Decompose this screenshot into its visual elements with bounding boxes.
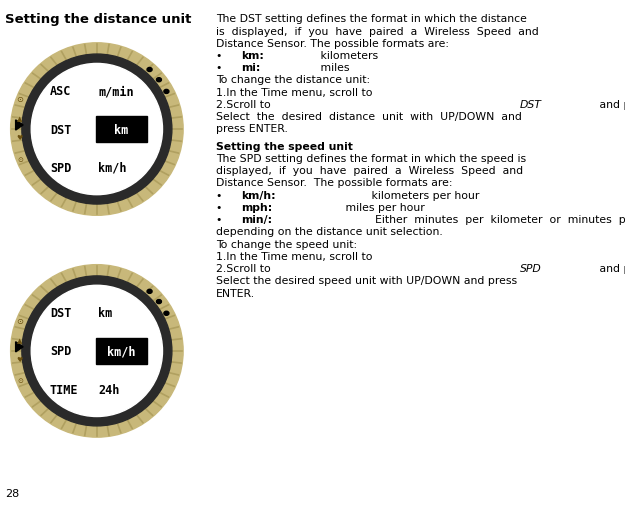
Polygon shape bbox=[16, 121, 23, 131]
Circle shape bbox=[147, 290, 152, 294]
Ellipse shape bbox=[31, 64, 162, 195]
Ellipse shape bbox=[11, 44, 183, 216]
Text: ▲: ▲ bbox=[18, 116, 22, 122]
Text: DST: DST bbox=[50, 306, 71, 320]
Text: ENTER.: ENTER. bbox=[216, 288, 255, 298]
Text: SPD: SPD bbox=[50, 345, 71, 358]
Text: DST: DST bbox=[50, 123, 71, 136]
Circle shape bbox=[156, 300, 161, 304]
Text: •: • bbox=[216, 190, 222, 201]
Text: km/h: km/h bbox=[107, 345, 136, 358]
Circle shape bbox=[147, 68, 152, 72]
Text: min/:: min/: bbox=[241, 215, 272, 225]
Text: Select the desired speed unit with UP/DOWN and press: Select the desired speed unit with UP/DO… bbox=[216, 276, 517, 286]
Text: To change the distance unit:: To change the distance unit: bbox=[216, 75, 370, 86]
Text: Setting the distance unit: Setting the distance unit bbox=[5, 13, 191, 25]
Text: mi:: mi: bbox=[241, 63, 261, 73]
Ellipse shape bbox=[11, 265, 183, 437]
Text: km:: km: bbox=[241, 51, 264, 61]
Text: 28: 28 bbox=[5, 488, 19, 498]
Text: and press ENTER.: and press ENTER. bbox=[596, 264, 625, 274]
Text: press ENTER.: press ENTER. bbox=[216, 124, 288, 134]
Text: ▲: ▲ bbox=[18, 337, 22, 343]
Text: 24h: 24h bbox=[98, 383, 119, 396]
Text: 1.In the Time menu, scroll to: 1.In the Time menu, scroll to bbox=[216, 88, 376, 98]
Text: ⊙: ⊙ bbox=[16, 95, 24, 104]
Text: ⊙: ⊙ bbox=[17, 378, 23, 384]
Text: ♥: ♥ bbox=[17, 356, 23, 362]
Text: Distance Sensor.  The possible formats are:: Distance Sensor. The possible formats ar… bbox=[216, 178, 452, 188]
Text: km: km bbox=[98, 306, 112, 320]
Text: m/min: m/min bbox=[98, 85, 134, 98]
Text: Select  the  desired  distance  unit  with  UP/DOWN  and: Select the desired distance unit with UP… bbox=[216, 112, 521, 122]
Polygon shape bbox=[16, 342, 23, 352]
Text: TIME: TIME bbox=[50, 383, 79, 396]
Text: kilometers: kilometers bbox=[317, 51, 378, 61]
Text: DST: DST bbox=[520, 100, 542, 110]
Text: •: • bbox=[216, 215, 222, 225]
Text: SPD: SPD bbox=[50, 161, 71, 175]
Text: depending on the distance unit selection.: depending on the distance unit selection… bbox=[216, 227, 442, 237]
Text: mph:: mph: bbox=[241, 203, 272, 213]
Ellipse shape bbox=[31, 286, 162, 417]
Text: ⊙: ⊙ bbox=[16, 316, 24, 325]
Ellipse shape bbox=[22, 55, 172, 205]
Text: •: • bbox=[216, 63, 222, 73]
Text: kilometers per hour: kilometers per hour bbox=[368, 190, 479, 201]
Text: Setting the speed unit: Setting the speed unit bbox=[216, 142, 352, 152]
Text: SPD: SPD bbox=[520, 264, 542, 274]
Text: To change the speed unit:: To change the speed unit: bbox=[216, 239, 357, 249]
Circle shape bbox=[164, 312, 169, 316]
Text: miles per hour: miles per hour bbox=[342, 203, 425, 213]
Text: Distance Sensor. The possible formats are:: Distance Sensor. The possible formats ar… bbox=[216, 39, 449, 49]
Text: miles: miles bbox=[317, 63, 349, 73]
Text: and press ENTER.: and press ENTER. bbox=[596, 100, 625, 110]
Text: ASC: ASC bbox=[50, 85, 71, 98]
Text: ⊙: ⊙ bbox=[17, 156, 23, 162]
Text: 2.Scroll to: 2.Scroll to bbox=[216, 100, 274, 110]
Text: km: km bbox=[114, 123, 128, 136]
FancyBboxPatch shape bbox=[96, 117, 147, 143]
Text: km/h:: km/h: bbox=[241, 190, 276, 201]
Text: ♥: ♥ bbox=[17, 135, 23, 141]
Text: Either  minutes  per  kilometer  or  minutes  per  mile: Either minutes per kilometer or minutes … bbox=[368, 215, 625, 225]
Text: is  displayed,  if  you  have  paired  a  Wireless  Speed  and: is displayed, if you have paired a Wirel… bbox=[216, 26, 538, 37]
Text: The DST setting defines the format in which the distance: The DST setting defines the format in wh… bbox=[216, 14, 526, 24]
Text: 1.In the Time menu, scroll to: 1.In the Time menu, scroll to bbox=[216, 251, 376, 262]
Text: km/h: km/h bbox=[98, 161, 127, 175]
Text: displayed,  if  you  have  paired  a  Wireless  Speed  and: displayed, if you have paired a Wireless… bbox=[216, 166, 522, 176]
FancyBboxPatch shape bbox=[96, 338, 147, 364]
Text: •: • bbox=[216, 203, 222, 213]
Text: •: • bbox=[216, 51, 222, 61]
Text: 2.Scroll to: 2.Scroll to bbox=[216, 264, 274, 274]
Ellipse shape bbox=[22, 276, 172, 426]
Circle shape bbox=[156, 78, 161, 82]
Text: The SPD setting defines the format in which the speed is: The SPD setting defines the format in wh… bbox=[216, 154, 526, 164]
Circle shape bbox=[164, 90, 169, 94]
